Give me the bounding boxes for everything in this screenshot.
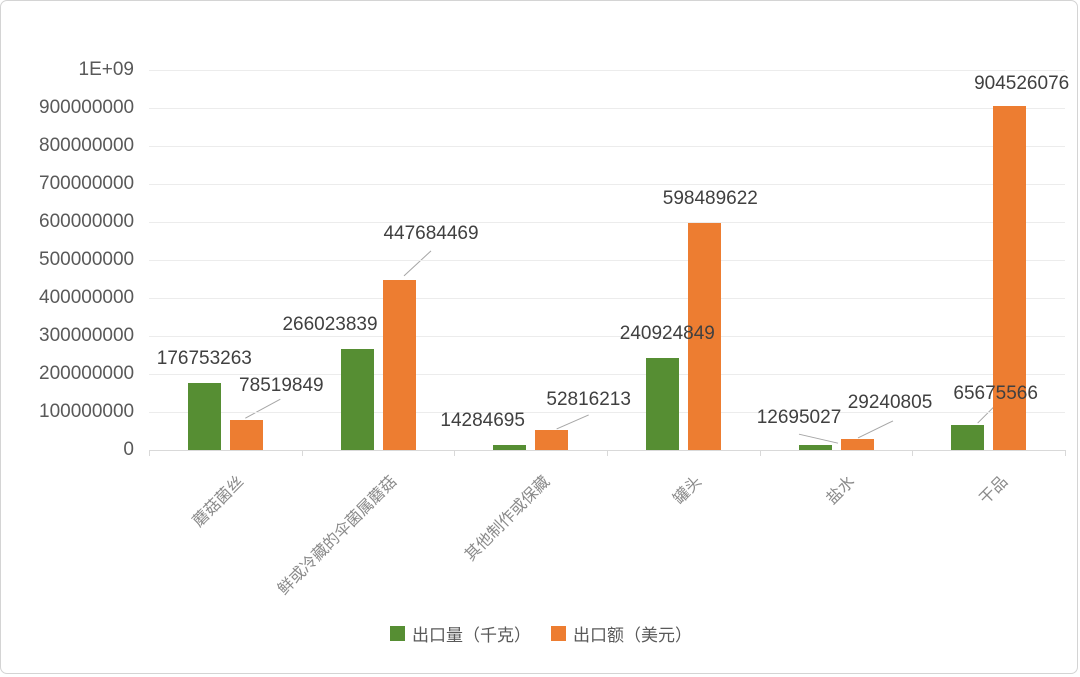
legend-label-export-value: 出口额（美元） <box>573 626 692 645</box>
leader-line <box>245 398 281 419</box>
category-label: 罐头 <box>670 473 706 508</box>
category-label: 其他制作或保藏 <box>461 473 553 565</box>
gridline <box>149 374 1065 375</box>
data-label: 240924849 <box>619 323 715 345</box>
x-axis-tick <box>454 450 456 456</box>
legend-label-export-volume: 出口量（千克） <box>412 626 531 645</box>
bar-export-volume <box>951 425 985 450</box>
data-label: 52816213 <box>546 388 631 410</box>
x-axis-tick <box>759 450 761 456</box>
data-label: 447684469 <box>383 222 479 244</box>
bar-export-value <box>382 279 416 450</box>
y-axis-tick-label: 100000000 <box>39 401 135 422</box>
data-label: 266023839 <box>282 313 378 335</box>
data-label: 14284695 <box>440 409 525 431</box>
y-axis-tick-label: 400000000 <box>39 287 135 308</box>
leader-line <box>977 405 996 424</box>
leader-line <box>556 414 589 430</box>
y-axis-tick-label: 800000000 <box>39 135 135 156</box>
x-axis-tick <box>149 450 150 456</box>
data-label: 78519849 <box>239 375 324 397</box>
gridline <box>149 298 1065 299</box>
gridline <box>149 70 1065 71</box>
data-label: 29240805 <box>847 391 933 413</box>
leader-line <box>857 420 894 439</box>
legend: 出口量（千克） 出口额（美元） <box>1 621 1080 646</box>
bar-export-volume <box>493 444 527 450</box>
legend-swatch-export-value <box>551 626 566 641</box>
y-axis-tick-label: 700000000 <box>39 173 135 194</box>
gridline <box>149 260 1065 261</box>
category-label: 干品 <box>976 473 1011 508</box>
bar-export-volume <box>187 382 221 450</box>
gridline <box>149 222 1065 223</box>
category-label: 鲜或冷藏的伞菌属蘑菇 <box>275 473 401 599</box>
data-label: 598489622 <box>662 187 758 209</box>
bar-export-volume <box>798 445 832 450</box>
gridline <box>149 412 1065 413</box>
data-label: 176753263 <box>156 347 252 369</box>
bar-export-value <box>535 429 569 450</box>
y-axis-tick-label: 600000000 <box>39 211 135 232</box>
gridline <box>149 336 1065 337</box>
legend-swatch-export-volume <box>390 626 405 641</box>
gridline <box>149 108 1065 109</box>
y-axis-tick-label: 0 <box>123 439 134 460</box>
data-label: 904526076 <box>974 73 1070 95</box>
x-axis-tick <box>1065 450 1066 456</box>
bar-export-value <box>840 438 874 450</box>
category-label: 盐水 <box>823 473 859 508</box>
leader-line <box>403 250 432 277</box>
leader-line <box>798 433 839 444</box>
bar-export-volume <box>340 348 374 450</box>
y-axis-tick-label: 900000000 <box>39 97 135 118</box>
y-axis-tick-label: 200000000 <box>39 363 135 384</box>
y-axis-tick-label: 300000000 <box>39 325 135 346</box>
data-label: 12695027 <box>756 407 842 429</box>
category-label: 蘑菇菌丝 <box>190 473 248 531</box>
bar-export-value <box>993 106 1027 450</box>
gridline <box>149 184 1065 185</box>
legend-item-export-value: 出口额（美元） <box>551 621 692 646</box>
x-axis-tick <box>301 450 303 456</box>
bar-export-volume <box>645 358 679 450</box>
legend-item-export-volume: 出口量（千克） <box>390 621 531 646</box>
y-axis-tick-label: 1E+09 <box>78 59 134 80</box>
data-label: 65675566 <box>953 383 1038 405</box>
bar-export-value <box>229 420 263 450</box>
bar-export-value <box>687 222 721 450</box>
x-axis-tick <box>912 450 914 456</box>
y-axis-tick-label: 500000000 <box>39 249 135 270</box>
gridline <box>149 146 1065 147</box>
x-axis-tick <box>607 450 608 456</box>
